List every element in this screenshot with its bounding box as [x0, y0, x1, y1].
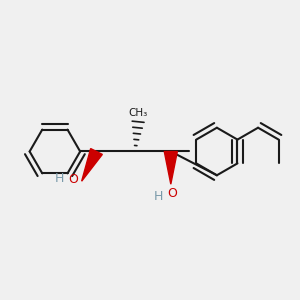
- Text: O: O: [167, 187, 177, 200]
- Polygon shape: [164, 152, 177, 184]
- Text: CH₃: CH₃: [128, 108, 148, 118]
- Text: O: O: [68, 173, 78, 186]
- Text: H: H: [55, 172, 64, 185]
- Polygon shape: [82, 148, 102, 181]
- Text: H: H: [154, 190, 164, 202]
